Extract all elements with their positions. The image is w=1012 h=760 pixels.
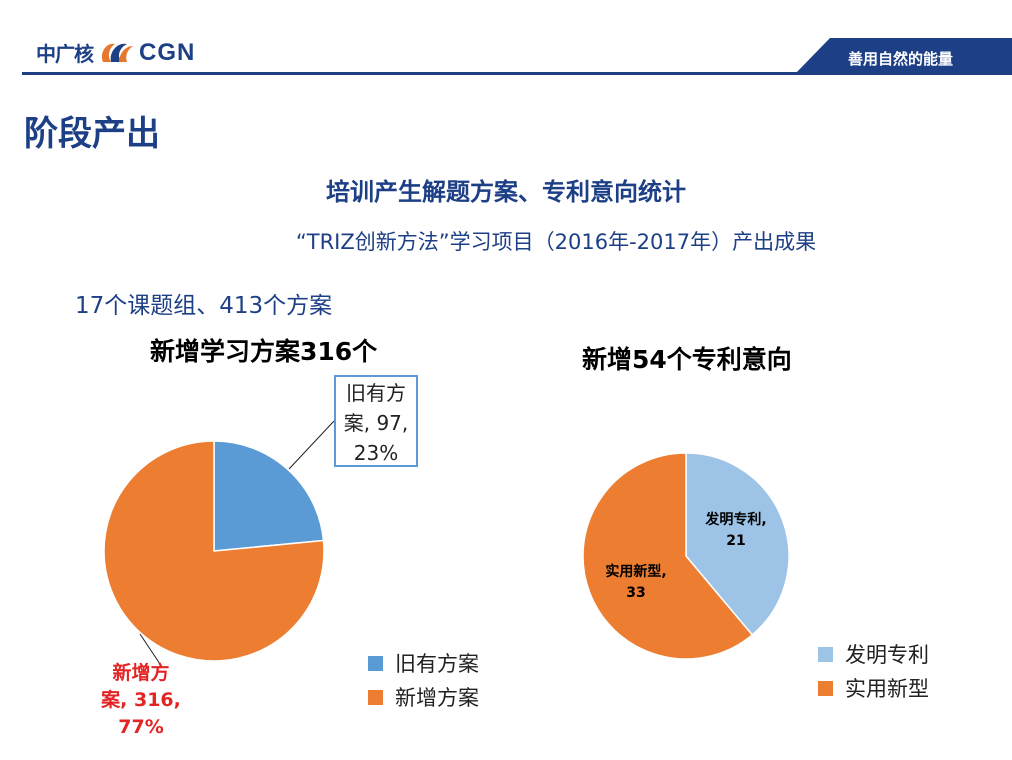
label-inv-line1: 发明专利, xyxy=(705,512,767,528)
legend-swatch-new xyxy=(368,689,383,705)
pie-chart-patents xyxy=(582,452,790,660)
legend-item-invention: 发明专利 xyxy=(818,637,929,671)
main-title: 培训产生解题方案、专利意向统计 xyxy=(326,178,686,206)
legend-item-old: 旧有方案 xyxy=(368,646,479,680)
pie-slice-old-plans xyxy=(213,440,325,552)
logo-chinese-text: 中广核 xyxy=(36,42,94,66)
label-old-line1: 旧有方 xyxy=(346,381,406,405)
label-inv-line2: 21 xyxy=(726,533,746,549)
logo-english-text: CGN xyxy=(139,38,196,66)
sub-title: “TRIZ创新方法”学习项目（2016年-2017年）产出成果 xyxy=(295,230,817,254)
legend-label-invention: 发明专利 xyxy=(845,643,929,667)
label-uti-line1: 实用新型, xyxy=(605,564,667,580)
chart1-legend: 旧有方案 新增方案 xyxy=(368,646,479,714)
legend-item-utility: 实用新型 xyxy=(818,671,929,705)
legend-label-old: 旧有方案 xyxy=(395,652,479,676)
legend-swatch-utility xyxy=(818,680,833,696)
legend-swatch-invention xyxy=(818,646,833,662)
pie-slice-utility xyxy=(582,452,754,660)
pie-slice-new-plans xyxy=(103,440,325,662)
label-new-line3: 77% xyxy=(118,716,164,738)
callout-leader-new xyxy=(139,633,161,665)
callout-leader-old xyxy=(288,420,335,470)
slide-header: 中广核 CGN 善用自然的能量 xyxy=(0,0,1012,80)
logo-swirl-icon xyxy=(101,43,133,62)
label-new-line1: 新增方 xyxy=(112,662,170,684)
legend-label-new: 新增方案 xyxy=(395,686,479,710)
pie-chart-plans xyxy=(103,440,325,662)
page-title: 阶段产出 xyxy=(24,114,160,154)
legend-label-utility: 实用新型 xyxy=(845,677,929,701)
legend-item-new: 新增方案 xyxy=(368,680,479,714)
slogan-text: 善用自然的能量 xyxy=(848,50,954,68)
cgn-logo: 中广核 CGN xyxy=(36,38,195,67)
data-label-invention: 发明专利, 21 xyxy=(696,510,776,552)
slogan-banner xyxy=(795,38,1012,74)
chart2-title: 新增54个专利意向 xyxy=(582,345,792,374)
chart2-legend: 发明专利 实用新型 xyxy=(818,637,929,705)
label-uti-line2: 33 xyxy=(626,585,646,601)
data-label-utility: 实用新型, 33 xyxy=(596,562,676,604)
summary-text: 17个课题组、413个方案 xyxy=(75,293,333,319)
data-label-new-plans: 新增方 案, 316, 77% xyxy=(96,660,186,741)
label-new-line2: 案, 316, xyxy=(101,689,181,711)
label-old-line3: 23% xyxy=(353,441,399,465)
header-divider xyxy=(22,72,1012,75)
label-old-line2: 案, 97, xyxy=(343,411,409,435)
chart1-title: 新增学习方案316个 xyxy=(150,337,378,366)
legend-swatch-old xyxy=(368,655,383,671)
data-label-old-plans: 旧有方 案, 97, 23% xyxy=(334,375,418,467)
pie-slice-invention xyxy=(685,452,790,636)
